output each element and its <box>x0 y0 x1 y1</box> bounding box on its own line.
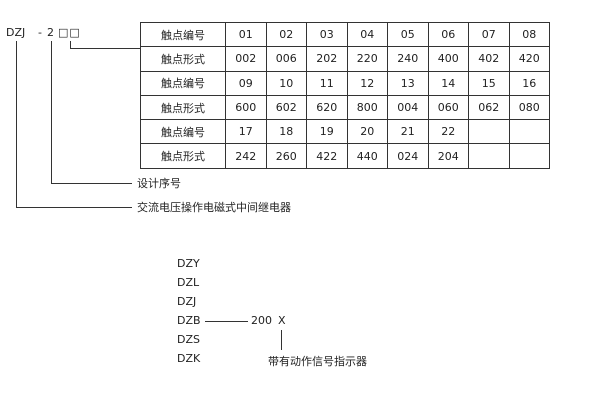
table-cell <box>508 119 550 145</box>
table-cell: 004 <box>387 94 429 121</box>
table-cell: 024 <box>387 143 429 169</box>
relay-type-label: 交流电压操作电磁式中间继电器 <box>137 201 291 214</box>
table-cell: 09 <box>225 70 267 96</box>
design-serial-label: 设计序号 <box>137 177 181 190</box>
table-cell: 202 <box>306 46 348 72</box>
table-cell: 01 <box>225 21 267 48</box>
row-header-cell: 触点编号 <box>140 21 226 48</box>
series-item: DZY <box>177 257 200 270</box>
series-item: DZS <box>177 333 200 346</box>
table-cell: 03 <box>306 21 348 48</box>
table-cell: 18 <box>265 119 307 145</box>
model-dash: - <box>38 26 42 39</box>
table-row: 触点编号 01 02 03 04 05 06 07 08 <box>140 21 550 48</box>
table-cell: 602 <box>265 94 307 121</box>
table-cell: 002 <box>225 46 267 72</box>
row-header-cell: 触点形式 <box>140 94 226 121</box>
table-cell <box>508 143 550 169</box>
table-cell: 620 <box>306 94 348 121</box>
series-item: DZK <box>177 352 201 365</box>
table-cell: 16 <box>508 70 550 96</box>
table-cell: 204 <box>427 143 469 169</box>
model-design-no: 2 <box>47 26 54 39</box>
series-item: DZL <box>177 276 200 289</box>
table-cell: 04 <box>346 21 388 48</box>
model-prefix: DZJ <box>6 26 26 39</box>
row-header-cell: 触点编号 <box>140 119 226 145</box>
table-cell <box>468 143 510 169</box>
table-cell: 420 <box>508 46 550 72</box>
series-item: DZB <box>177 314 201 327</box>
table-cell: 02 <box>265 21 307 48</box>
table-cell: 14 <box>427 70 469 96</box>
row-header-cell: 触点形式 <box>140 143 226 169</box>
table-cell: 220 <box>346 46 388 72</box>
table-cell: 21 <box>387 119 429 145</box>
table-cell: 22 <box>427 119 469 145</box>
series-item: DZJ <box>177 295 197 308</box>
table-cell: 260 <box>265 143 307 169</box>
row-header-cell: 触点形式 <box>140 46 226 72</box>
table-cell: 15 <box>468 70 510 96</box>
contact-table: 触点编号 01 02 03 04 05 06 07 08 触点形式 002 006 202 220 240 4… <box>140 21 550 169</box>
table-cell: 242 <box>225 143 267 169</box>
table-cell: 05 <box>387 21 429 48</box>
table-row: 触点编号 17 18 19 20 21 22 <box>140 119 550 145</box>
table-cell: 06 <box>427 21 469 48</box>
table-cell: 062 <box>468 94 510 121</box>
table-cell: 10 <box>265 70 307 96</box>
model-contact-boxes: □□ <box>58 26 81 39</box>
variant-suffix: X <box>278 314 286 327</box>
table-cell: 19 <box>306 119 348 145</box>
table-cell: 08 <box>508 21 550 48</box>
table-cell: 20 <box>346 119 388 145</box>
table-row: 触点形式 242 260 422 440 024 204 <box>140 143 550 169</box>
table-cell: 060 <box>427 94 469 121</box>
table-cell: 006 <box>265 46 307 72</box>
table-row: 触点形式 600 602 620 800 004 060 062 080 <box>140 94 550 121</box>
table-row: 触点编号 09 10 11 12 13 14 15 16 <box>140 70 550 96</box>
table-cell: 12 <box>346 70 388 96</box>
table-cell: 080 <box>508 94 550 121</box>
row-header-cell: 触点编号 <box>140 70 226 96</box>
table-cell: 17 <box>225 119 267 145</box>
table-cell: 402 <box>468 46 510 72</box>
table-cell: 422 <box>306 143 348 169</box>
variant-code: 200 <box>251 314 272 327</box>
table-cell: 440 <box>346 143 388 169</box>
table-cell: 600 <box>225 94 267 121</box>
table-cell: 240 <box>387 46 429 72</box>
table-cell: 07 <box>468 21 510 48</box>
table-cell: 400 <box>427 46 469 72</box>
table-cell: 800 <box>346 94 388 121</box>
table-cell <box>468 119 510 145</box>
variant-suffix-note: 带有动作信号指示器 <box>268 355 367 368</box>
table-cell: 13 <box>387 70 429 96</box>
table-row: 触点形式 002 006 202 220 240 400 402 420 <box>140 46 550 72</box>
table-cell: 11 <box>306 70 348 96</box>
